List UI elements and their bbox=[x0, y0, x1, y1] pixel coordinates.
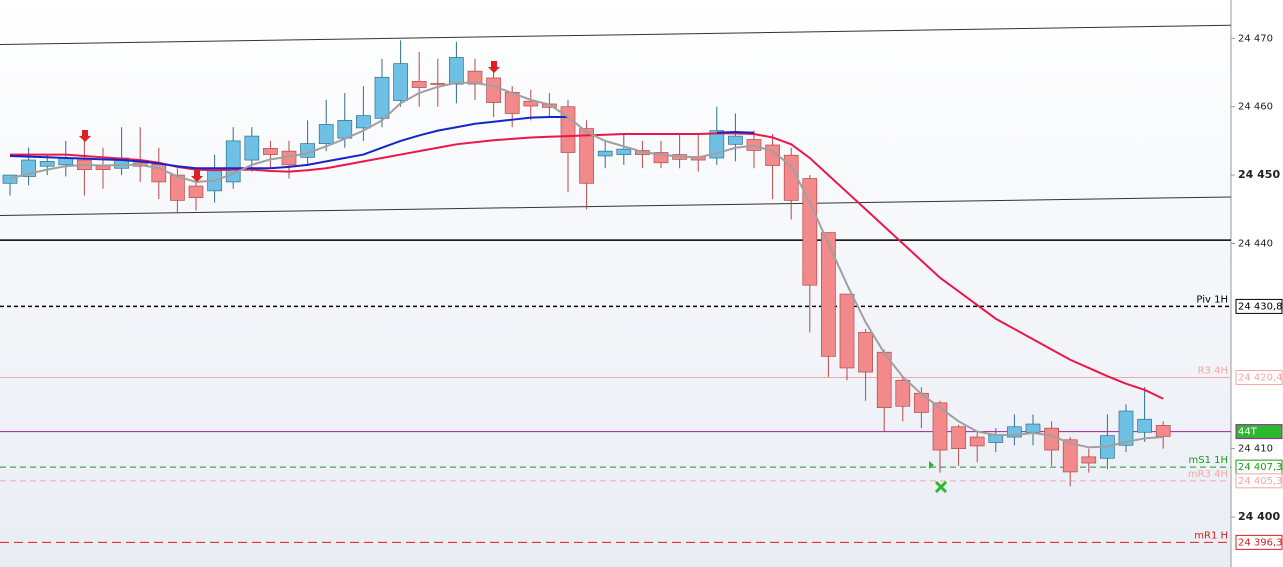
plot-background bbox=[0, 0, 1231, 567]
level-tag bbox=[1235, 370, 1283, 386]
y-tick-label: 24 440 bbox=[1238, 238, 1273, 249]
candle-body bbox=[579, 128, 594, 184]
candle-body bbox=[1044, 427, 1059, 451]
y-tick-label: 24 470 bbox=[1238, 33, 1273, 44]
moving-average bbox=[10, 132, 1164, 400]
moving-average bbox=[9, 115, 755, 170]
candle-body bbox=[858, 332, 873, 373]
candle-body bbox=[1137, 418, 1152, 433]
candle-body bbox=[188, 185, 204, 199]
candle-body bbox=[337, 120, 353, 139]
candle-body bbox=[523, 100, 539, 107]
candle-body bbox=[356, 115, 371, 129]
candle-body bbox=[95, 165, 111, 170]
level-label: mR1 H bbox=[1194, 530, 1228, 541]
candle-body bbox=[1081, 456, 1097, 464]
candle-body bbox=[39, 161, 55, 167]
level-tag bbox=[1235, 424, 1283, 440]
candle-body bbox=[1025, 423, 1041, 433]
candle-body bbox=[318, 124, 334, 144]
cross-marker bbox=[934, 480, 948, 494]
candle-body bbox=[411, 81, 427, 88]
sell-arrow bbox=[488, 61, 500, 73]
candle-body bbox=[449, 57, 464, 85]
candle-body bbox=[616, 148, 632, 155]
candle-body bbox=[560, 106, 576, 153]
sell-arrow bbox=[79, 130, 91, 142]
candle-body bbox=[263, 148, 278, 155]
candle-body bbox=[802, 178, 818, 286]
candle-body bbox=[821, 232, 836, 357]
candle-body bbox=[374, 76, 390, 119]
level-tag bbox=[1235, 473, 1283, 489]
candle-body bbox=[430, 83, 446, 85]
candle-body bbox=[1007, 426, 1022, 438]
candle-body bbox=[728, 135, 743, 145]
marks: 24 470 24 460 24 450 24 440 24 410 24 400 Piv … bbox=[0, 24, 1283, 550]
candle-body bbox=[932, 402, 948, 451]
y-tick-label: 24 450 bbox=[1238, 168, 1280, 181]
level-tag bbox=[1235, 534, 1283, 550]
y-tick-label: 24 410 bbox=[1238, 444, 1273, 455]
candle-body bbox=[653, 152, 669, 164]
level-label: mR3 4H bbox=[1188, 469, 1228, 480]
candle-body bbox=[486, 77, 501, 103]
candle-body bbox=[969, 436, 985, 447]
level-tag-label: 24 405,3 bbox=[1238, 476, 1283, 487]
level-label: mS1 1H bbox=[1188, 455, 1228, 466]
level-tag-label: 24 430,8 bbox=[1238, 301, 1283, 312]
sell-arrow bbox=[191, 170, 203, 182]
y-tick-label: 24 460 bbox=[1238, 102, 1273, 113]
candle-body bbox=[467, 70, 483, 85]
level-tag-label: 24 396,3 bbox=[1238, 537, 1283, 548]
candle-body bbox=[1062, 439, 1078, 473]
level-tag bbox=[1235, 298, 1283, 314]
y-tick-label: 24 400 bbox=[1238, 510, 1280, 523]
candle-body bbox=[951, 426, 966, 450]
candle-body bbox=[895, 379, 911, 407]
level-label: Piv 1H bbox=[1196, 294, 1228, 305]
trendline bbox=[0, 196, 1232, 216]
level-tag-label: 24 420,4 bbox=[1238, 373, 1283, 384]
moving-average bbox=[9, 81, 1164, 449]
level-tag-label: 44T bbox=[1238, 427, 1258, 438]
trendline bbox=[0, 24, 1232, 45]
candle-body bbox=[988, 434, 1004, 443]
triangle-marker bbox=[929, 461, 934, 469]
level-tag-label: 24 407,3 bbox=[1238, 462, 1283, 473]
candle-body bbox=[393, 63, 408, 101]
candle-body bbox=[1118, 410, 1134, 446]
candle-body bbox=[2, 174, 18, 184]
candle-body bbox=[597, 150, 613, 157]
candle-body bbox=[839, 293, 855, 369]
level-label: R3 4H bbox=[1198, 366, 1228, 377]
candle-body bbox=[1155, 425, 1171, 437]
signals bbox=[79, 61, 948, 494]
candle-body bbox=[244, 135, 260, 161]
candle-body bbox=[170, 174, 185, 201]
candle-body bbox=[914, 392, 929, 413]
